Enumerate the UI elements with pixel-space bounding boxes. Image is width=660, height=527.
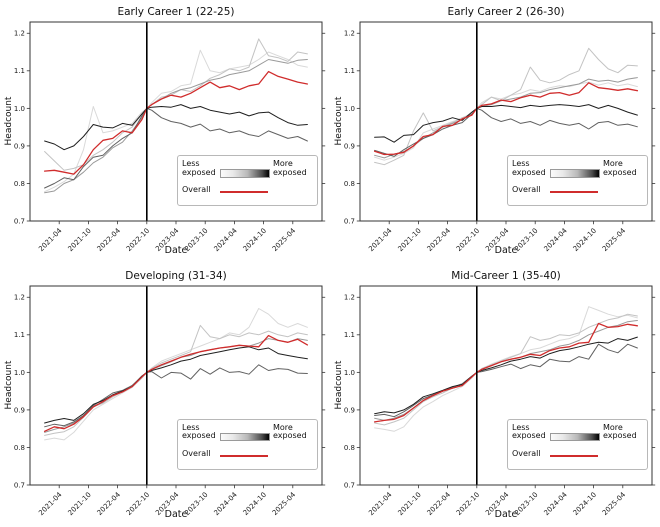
y-tick-label: 1.2: [344, 293, 355, 301]
y-tick-label: 0.7: [344, 481, 355, 489]
y-tick-label: 1.1: [344, 331, 355, 339]
overall-line: [373, 82, 639, 156]
y-axis-label: Headcount: [334, 360, 344, 409]
y-tick-label: 0.8: [344, 180, 355, 188]
exposure-quintile-line: [374, 81, 638, 161]
exposure-quintile-line: [44, 38, 308, 171]
exposure-gradient-swatch: [220, 432, 270, 441]
x-axis-label: Date: [494, 508, 518, 520]
legend-more-exposed-label: More exposed: [273, 422, 307, 440]
overall-line: [43, 70, 309, 175]
overall-line-swatch: [220, 454, 268, 457]
x-axis-label: Date: [164, 508, 188, 520]
legend-overall-label: Overall: [182, 448, 211, 458]
y-tick-label: 0.9: [14, 142, 25, 150]
exposure-quintile-line: [374, 107, 638, 157]
legend: Less exposed More exposed Overall: [507, 155, 648, 206]
exposure-gradient-swatch: [220, 169, 270, 178]
exposure-quintile-line: [44, 107, 308, 189]
y-axis-label: Headcount: [4, 360, 14, 409]
y-tick-label: 0.7: [344, 217, 355, 225]
legend-more-exposed-label: More exposed: [603, 422, 637, 440]
plot-frame: [29, 21, 323, 222]
y-tick-label: 0.8: [344, 443, 355, 451]
y-tick-label: 1.1: [344, 67, 355, 75]
legend: Less exposed More exposed Overall: [507, 418, 648, 470]
panel-title: Early Career 1 (22-25): [117, 6, 235, 18]
y-tick-label: 1.2: [344, 30, 355, 38]
legend: Less exposed More exposed Overall: [177, 418, 318, 470]
exposure-quintile-line: [374, 104, 638, 143]
panel-mid-career-1: 0.7 0.8 0.9 1.0 1.1 1.2 2021-04 2021-10 2022-04 2…: [330, 264, 660, 527]
exposure-quintile-line: [44, 307, 308, 440]
legend-overall-label: Overall: [182, 185, 211, 194]
exposure-quintile-line: [44, 49, 308, 193]
x-axis-label: Date: [164, 245, 188, 256]
legend-more-exposed-label: More exposed: [273, 159, 307, 177]
overall-line: [373, 322, 639, 423]
overall-line-swatch: [550, 454, 598, 457]
y-axis-label: Headcount: [334, 96, 344, 146]
y-tick-label: 1.2: [14, 293, 25, 301]
legend-overall-label: Overall: [512, 448, 541, 458]
overall-line-swatch: [220, 191, 268, 194]
exposure-quintile-line: [374, 77, 638, 159]
legend-overall-label: Overall: [512, 185, 541, 194]
exposure-quintile-line: [374, 336, 638, 414]
exposure-quintile-line: [374, 313, 638, 425]
exposure-quintile-line: [374, 305, 638, 432]
legend: Less exposed More exposed Overall: [177, 155, 318, 206]
legend-less-exposed-label: Less exposed: [512, 159, 546, 177]
panel-early-career-1: 0.7 0.8 0.9 1.0 1.1 1.2 2021-04 2021-10 2022-04 2…: [0, 0, 330, 264]
y-tick-label: 1.0: [344, 105, 355, 113]
y-tick-label: 0.7: [14, 481, 25, 489]
y-tick-label: 0.9: [344, 142, 355, 150]
exposure-gradient-swatch: [550, 169, 600, 178]
plot-frame: [359, 285, 653, 485]
panel-title: Early Career 2 (26-30): [447, 6, 565, 18]
x-axis-label: Date: [494, 245, 518, 256]
legend-less-exposed-label: Less exposed: [182, 159, 216, 177]
y-tick-label: 1.1: [14, 67, 25, 75]
exposure-quintile-line: [44, 363, 308, 427]
overall-line: [43, 334, 309, 432]
legend-more-exposed-label: More exposed: [603, 159, 637, 177]
exposure-quintile-line: [44, 345, 308, 423]
legend-less-exposed-label: Less exposed: [182, 422, 216, 440]
y-tick-label: 1.2: [14, 30, 25, 38]
panel-title: Developing (31-34): [125, 269, 227, 282]
exposure-quintile-line: [374, 343, 638, 417]
exposure-quintile-line: [44, 59, 308, 194]
y-tick-label: 0.8: [14, 180, 25, 188]
plot-frame: [359, 21, 653, 222]
exposure-quintile-line: [44, 104, 308, 151]
y-tick-label: 0.9: [344, 406, 355, 414]
overall-line-swatch: [550, 191, 598, 194]
panel-title: Mid-Career 1 (35-40): [451, 269, 561, 282]
plot-frame: [29, 285, 323, 485]
y-tick-label: 0.7: [14, 217, 25, 225]
exposure-gradient-swatch: [550, 432, 600, 441]
y-tick-label: 1.0: [14, 105, 25, 113]
y-tick-label: 1.0: [14, 368, 25, 376]
exposure-quintile-line: [44, 337, 308, 433]
legend-less-exposed-label: Less exposed: [512, 422, 546, 440]
y-tick-label: 1.1: [14, 331, 25, 339]
y-tick-label: 0.8: [14, 443, 25, 451]
y-axis-label: Headcount: [4, 96, 14, 146]
y-tick-label: 1.0: [344, 368, 355, 376]
panel-early-career-2: 0.7 0.8 0.9 1.0 1.1 1.2 2021-04 2021-10 2022-04 2…: [330, 0, 660, 264]
panel-developing: 0.7 0.8 0.9 1.0 1.1 1.2 2021-04 2021-10 2022-04 2…: [0, 264, 330, 527]
y-tick-label: 0.9: [14, 406, 25, 414]
